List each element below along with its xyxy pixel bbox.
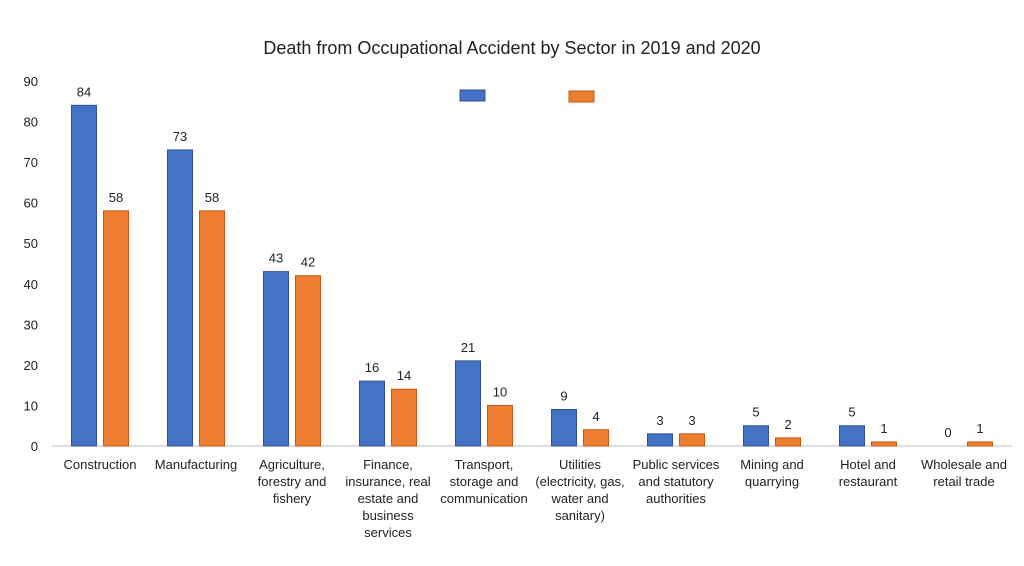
y-tick-label: 40 <box>24 277 38 292</box>
data-label: 4 <box>592 409 599 424</box>
x-tick-label: authorities <box>646 491 706 506</box>
x-tick-label: water and <box>550 491 608 506</box>
x-tick-label: (electricity, gas, <box>535 474 624 489</box>
data-label: 2 <box>784 417 791 432</box>
x-tick-label: Utilities <box>559 457 601 472</box>
bar-series-1 <box>839 425 865 447</box>
y-tick-label: 30 <box>24 317 38 332</box>
bar-series-2 <box>487 404 513 447</box>
x-tick-label: Public services <box>633 457 720 472</box>
x-tick-label: quarrying <box>745 474 799 489</box>
y-tick-label: 50 <box>24 236 38 251</box>
x-tick-label: restaurant <box>839 474 898 489</box>
y-tick-label: 0 <box>31 439 38 454</box>
x-tick-label: retail trade <box>933 474 994 489</box>
data-label: 1 <box>880 421 887 436</box>
bar-series-1 <box>359 380 385 447</box>
bar-series-1 <box>743 425 769 447</box>
x-tick-label: forestry and <box>258 474 327 489</box>
data-label: 58 <box>205 190 219 205</box>
bar-series-2 <box>391 388 417 447</box>
data-label: 58 <box>109 190 123 205</box>
x-tick-label: sanitary) <box>555 508 605 523</box>
data-label: 9 <box>560 389 567 404</box>
data-label: 3 <box>656 413 663 428</box>
bar-series-2 <box>775 437 801 447</box>
chart-title: Death from Occupational Accident by Sect… <box>263 38 761 58</box>
bar-series-1 <box>167 149 193 447</box>
y-tick-label: 90 <box>24 74 38 89</box>
x-tick-label: Transport, <box>455 457 514 472</box>
x-tick-label: and statutory <box>638 474 714 489</box>
x-tick-label: estate and <box>358 491 419 506</box>
x-tick-label: Wholesale and <box>921 457 1007 472</box>
bar-series-2 <box>583 429 609 447</box>
data-label: 16 <box>365 360 379 375</box>
bar-series-1 <box>71 104 97 447</box>
bar-series-2 <box>295 275 321 447</box>
bar-series-2 <box>871 441 897 447</box>
x-tick-label: services <box>364 525 412 540</box>
y-tick-label: 80 <box>24 115 38 130</box>
y-tick-label: 20 <box>24 358 38 373</box>
x-tick-label: communication <box>440 491 527 506</box>
legend-swatch-series-1 <box>459 89 486 102</box>
x-tick-label: fishery <box>273 491 312 506</box>
data-label: 0 <box>944 425 951 440</box>
x-tick-label: Agriculture, <box>259 457 325 472</box>
bar-series-1 <box>647 433 673 447</box>
data-label: 21 <box>461 340 475 355</box>
x-tick-label: Construction <box>64 457 137 472</box>
bar-series-2 <box>103 210 129 447</box>
y-tick-label: 70 <box>24 155 38 170</box>
data-label: 73 <box>173 129 187 144</box>
x-tick-label: Mining and <box>740 457 804 472</box>
x-tick-label: Manufacturing <box>155 457 237 472</box>
legend-swatch-series-2 <box>568 90 595 103</box>
x-tick-label: business <box>362 508 414 523</box>
x-tick-label: Hotel and <box>840 457 896 472</box>
data-label: 42 <box>301 255 315 270</box>
data-label: 14 <box>397 368 411 383</box>
bar-series-2 <box>679 433 705 447</box>
bar-series-2 <box>199 210 225 447</box>
y-tick-label: 60 <box>24 196 38 211</box>
x-tick-label: insurance, real <box>345 474 430 489</box>
x-tick-label: storage and <box>450 474 519 489</box>
data-label: 3 <box>688 413 695 428</box>
bar-series-2 <box>967 441 993 447</box>
bar-series-1 <box>551 409 577 447</box>
data-label: 1 <box>976 421 983 436</box>
data-label: 43 <box>269 251 283 266</box>
data-label: 5 <box>848 405 855 420</box>
data-label: 10 <box>493 384 507 399</box>
x-tick-label: Finance, <box>363 457 413 472</box>
y-tick-label: 10 <box>24 398 38 413</box>
bar-series-1 <box>263 271 289 447</box>
bar-series-1 <box>455 360 481 447</box>
data-label: 5 <box>752 405 759 420</box>
data-label: 84 <box>77 84 91 99</box>
